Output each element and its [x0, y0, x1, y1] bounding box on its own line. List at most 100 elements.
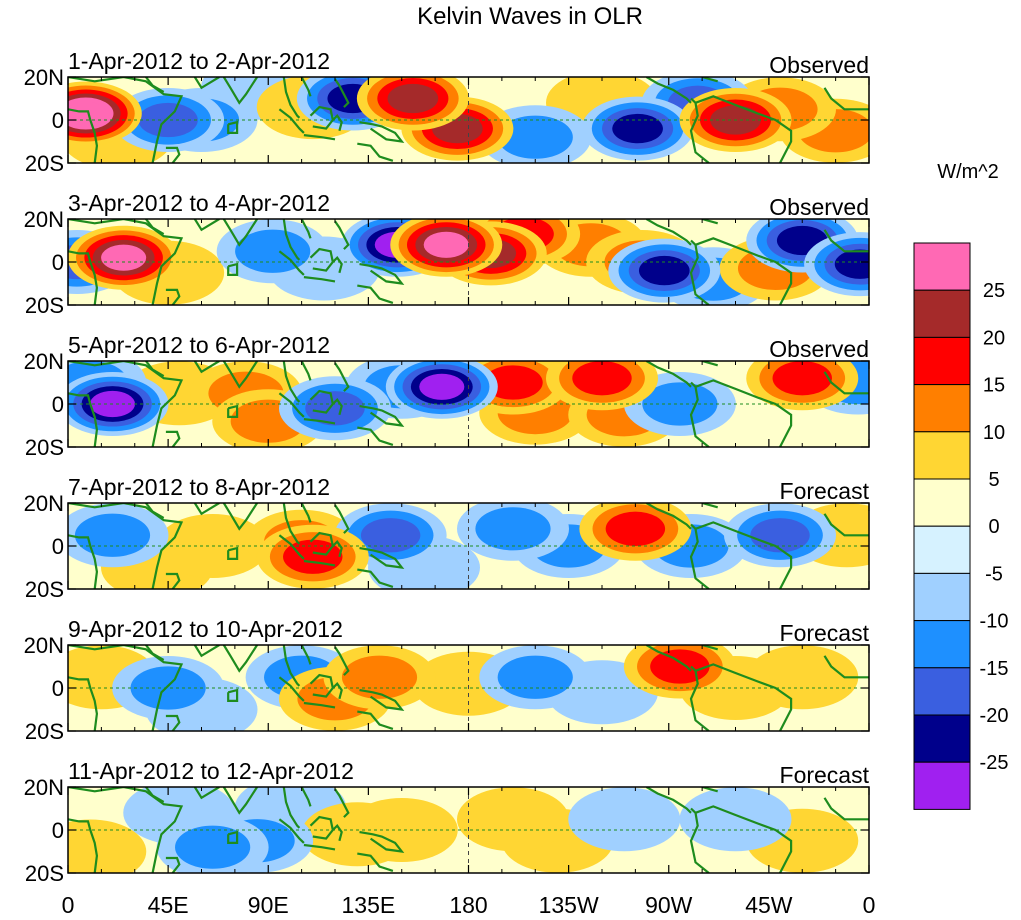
coastline — [645, 361, 692, 388]
coastline — [823, 229, 869, 253]
y-tick-label: 20N — [24, 65, 64, 90]
coastline — [145, 361, 165, 378]
anomaly-contour — [68, 819, 147, 873]
coastline — [68, 818, 99, 873]
coastline — [357, 710, 394, 730]
panel-2: 20N 0 20S 3-Apr-2012 to 4-Apr-2012 Observed — [24, 190, 870, 318]
coastline — [145, 503, 165, 519]
y-tick-label: 20S — [25, 861, 64, 886]
coastline — [300, 219, 312, 239]
y-tick-label: 20S — [25, 719, 64, 744]
island-outline — [227, 262, 239, 276]
coastline — [359, 689, 405, 711]
anomaly-contour — [345, 798, 458, 862]
coastline — [357, 142, 394, 162]
coastline — [165, 714, 181, 731]
y-tick-label: 0 — [52, 534, 64, 559]
coastline — [165, 856, 181, 873]
coastline — [278, 108, 305, 134]
coastline — [332, 256, 343, 274]
anomaly-contour — [68, 101, 107, 126]
coastline — [68, 645, 184, 731]
coastlines — [68, 645, 869, 731]
coastline — [278, 250, 305, 276]
y-tick-label: 20N — [24, 207, 64, 232]
y-tick-label: 20N — [24, 633, 64, 658]
colorbar-label: 25 — [983, 280, 1005, 302]
coastline — [68, 219, 184, 305]
panel-type-label: Forecast — [780, 762, 870, 788]
coastline — [357, 852, 394, 872]
anomaly-contour — [457, 787, 569, 852]
colorbar-label: 0 — [988, 516, 999, 538]
coastline — [689, 665, 710, 731]
coastline — [334, 646, 350, 676]
coastline — [695, 379, 793, 447]
coastline — [309, 673, 334, 698]
anomaly-contour — [746, 645, 859, 710]
panel-type-label: Observed — [769, 194, 869, 220]
coastline — [300, 787, 312, 807]
colorbar-label: 10 — [983, 422, 1005, 444]
anomaly-contour — [772, 361, 832, 396]
y-tick-label: 0 — [52, 392, 64, 417]
colorbar-segment — [913, 667, 971, 716]
coastline — [359, 121, 405, 143]
x-tick-label: 45W — [745, 892, 793, 918]
coastline — [359, 547, 405, 569]
panel-date-range: 3-Apr-2012 to 4-Apr-2012 — [68, 190, 330, 216]
anomaly-contour — [475, 507, 551, 551]
coastline — [303, 134, 336, 141]
coastline — [645, 645, 692, 672]
anomaly-contour — [101, 244, 147, 271]
coastline — [645, 787, 692, 814]
colorbar-segment — [913, 242, 971, 291]
island-outline — [227, 404, 239, 418]
colorbar-label: -25 — [980, 752, 1009, 774]
coastline — [303, 559, 336, 567]
island-outline — [227, 830, 239, 844]
coastline — [334, 220, 350, 250]
coastline — [278, 392, 305, 418]
x-tick-label: 135W — [539, 892, 599, 918]
panel-date-range: 11-Apr-2012 to 12-Apr-2012 — [68, 758, 354, 784]
coastline — [222, 645, 259, 673]
x-tick-label: 135E — [342, 892, 396, 918]
coastline — [695, 521, 793, 589]
coastline — [68, 250, 99, 305]
coastline — [282, 503, 301, 545]
anomaly-contour — [419, 373, 465, 400]
colorbar-segment — [913, 714, 971, 763]
coastline — [222, 361, 259, 389]
anomaly-contour — [283, 539, 343, 574]
coastline — [689, 523, 710, 589]
coastline — [193, 77, 220, 90]
x-axis: 0 45E 90E 135E 180 135W 90W 45W 0 — [62, 892, 876, 918]
coastline — [68, 676, 99, 731]
colorbar-label: -20 — [980, 705, 1009, 727]
anomaly-field — [68, 503, 869, 589]
coastline — [359, 831, 405, 853]
coastline — [689, 381, 710, 447]
colorbar: W/m^2 25 20 15 10 5 0 -5 -10 -15 -20 -25 — [913, 161, 1009, 810]
anomaly-contour — [423, 231, 469, 258]
coastline — [695, 663, 793, 731]
panel-type-label: Observed — [769, 52, 869, 78]
coastline — [689, 97, 710, 163]
coastline — [645, 503, 692, 530]
coastline — [359, 405, 405, 427]
coastline — [193, 503, 220, 516]
y-tick-label: 0 — [52, 108, 64, 133]
coastline — [68, 503, 184, 589]
coastline — [689, 807, 710, 873]
coastlines — [68, 219, 869, 305]
colorbar-label: -5 — [985, 563, 1003, 585]
coastline — [303, 418, 336, 425]
anomaly-contour — [679, 787, 792, 852]
coastline — [300, 645, 312, 665]
anomaly-contour — [642, 382, 718, 426]
anomaly-field — [68, 361, 869, 447]
colorbar-label: 20 — [983, 327, 1005, 349]
panel-type-label: Forecast — [780, 620, 870, 646]
anomaly-contour — [341, 655, 418, 699]
